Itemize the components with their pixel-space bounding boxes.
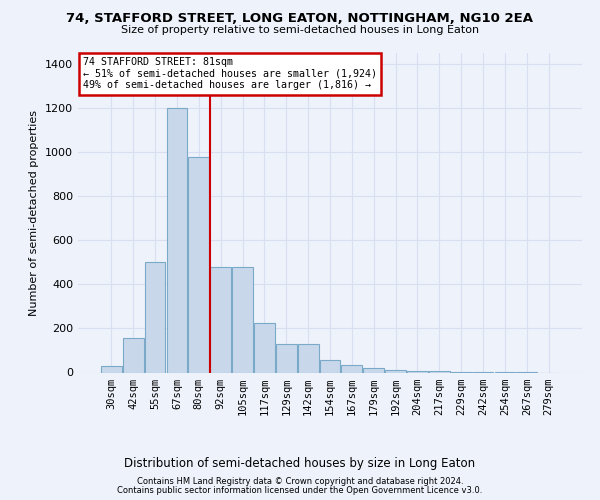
Text: Distribution of semi-detached houses by size in Long Eaton: Distribution of semi-detached houses by … bbox=[124, 458, 476, 470]
Bar bbox=[298, 344, 319, 372]
Bar bbox=[232, 266, 253, 372]
Text: Size of property relative to semi-detached houses in Long Eaton: Size of property relative to semi-detach… bbox=[121, 25, 479, 35]
Bar bbox=[210, 266, 231, 372]
Text: 74, STAFFORD STREET, LONG EATON, NOTTINGHAM, NG10 2EA: 74, STAFFORD STREET, LONG EATON, NOTTING… bbox=[67, 12, 533, 26]
Bar bbox=[254, 323, 275, 372]
Bar bbox=[101, 366, 122, 372]
Bar bbox=[341, 365, 362, 372]
Text: Contains public sector information licensed under the Open Government Licence v3: Contains public sector information licen… bbox=[118, 486, 482, 495]
Bar bbox=[188, 158, 209, 372]
Text: 74 STAFFORD STREET: 81sqm
← 51% of semi-detached houses are smaller (1,924)
49% : 74 STAFFORD STREET: 81sqm ← 51% of semi-… bbox=[83, 58, 377, 90]
Y-axis label: Number of semi-detached properties: Number of semi-detached properties bbox=[29, 110, 40, 316]
Bar bbox=[320, 360, 340, 372]
Bar bbox=[276, 344, 296, 372]
Bar bbox=[385, 370, 406, 372]
Bar bbox=[407, 370, 428, 372]
Bar bbox=[364, 368, 384, 372]
Bar bbox=[167, 108, 187, 372]
Bar bbox=[145, 262, 166, 372]
Text: Contains HM Land Registry data © Crown copyright and database right 2024.: Contains HM Land Registry data © Crown c… bbox=[137, 477, 463, 486]
Bar bbox=[123, 338, 143, 372]
